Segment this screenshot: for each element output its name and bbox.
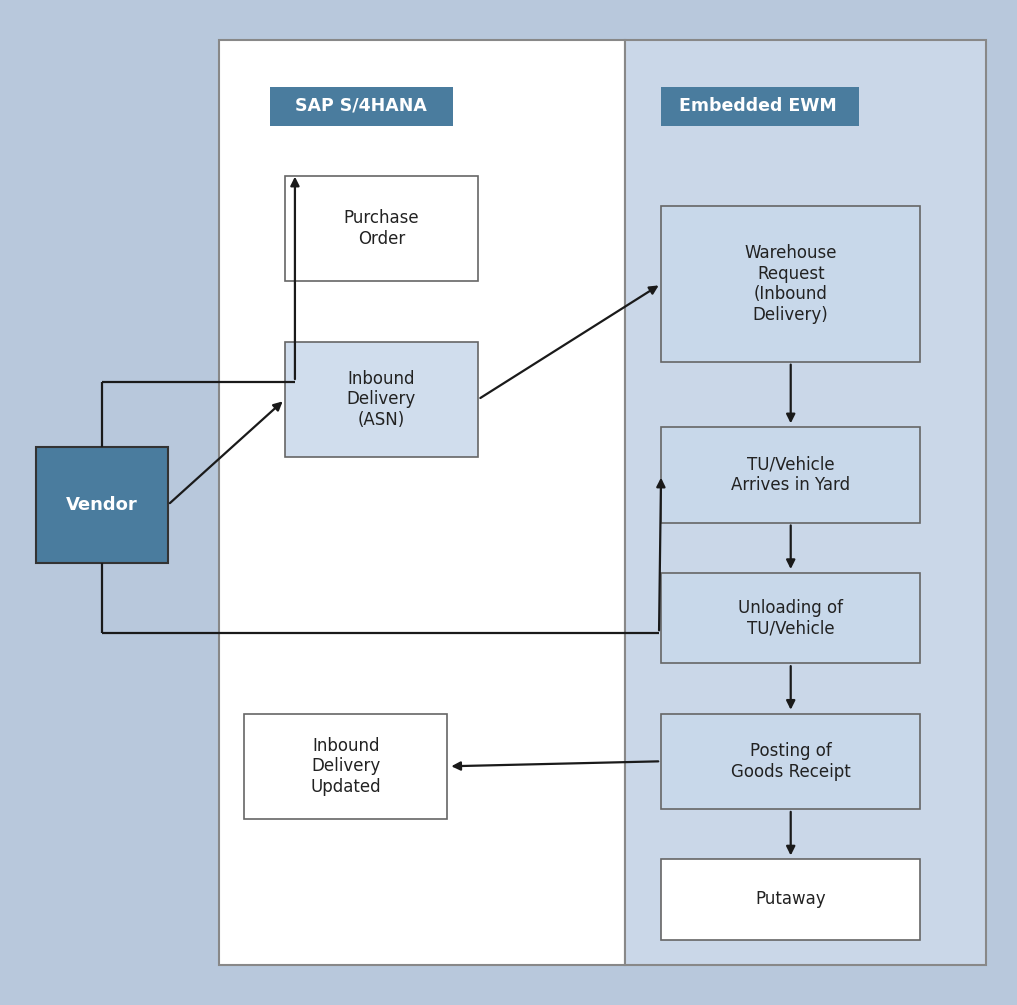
Text: Unloading of
TU/Vehicle: Unloading of TU/Vehicle: [738, 599, 843, 637]
FancyBboxPatch shape: [661, 714, 920, 809]
Text: Vendor: Vendor: [66, 496, 137, 514]
Text: Posting of
Goods Receipt: Posting of Goods Receipt: [731, 742, 850, 781]
FancyBboxPatch shape: [270, 87, 453, 126]
FancyBboxPatch shape: [36, 447, 168, 563]
Text: Purchase
Order: Purchase Order: [344, 209, 419, 248]
FancyBboxPatch shape: [661, 427, 920, 523]
FancyBboxPatch shape: [661, 206, 920, 362]
Text: Warehouse
Request
(Inbound
Delivery): Warehouse Request (Inbound Delivery): [744, 243, 837, 324]
FancyBboxPatch shape: [285, 342, 478, 457]
FancyBboxPatch shape: [285, 176, 478, 281]
Text: SAP S/4HANA: SAP S/4HANA: [295, 96, 427, 115]
Text: Inbound
Delivery
Updated: Inbound Delivery Updated: [310, 737, 381, 796]
FancyBboxPatch shape: [661, 859, 920, 940]
Text: TU/Vehicle
Arrives in Yard: TU/Vehicle Arrives in Yard: [731, 455, 850, 494]
Text: Inbound
Delivery
(ASN): Inbound Delivery (ASN): [347, 370, 416, 429]
Text: Embedded EWM: Embedded EWM: [678, 96, 837, 115]
Text: Putaway: Putaway: [756, 890, 826, 909]
FancyBboxPatch shape: [244, 714, 447, 819]
FancyBboxPatch shape: [661, 573, 920, 663]
FancyBboxPatch shape: [661, 87, 859, 126]
FancyBboxPatch shape: [219, 40, 625, 965]
FancyBboxPatch shape: [625, 40, 986, 965]
